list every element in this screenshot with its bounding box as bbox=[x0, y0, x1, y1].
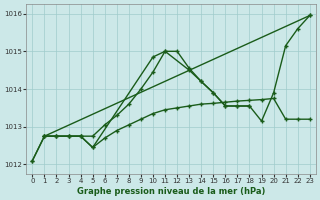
X-axis label: Graphe pression niveau de la mer (hPa): Graphe pression niveau de la mer (hPa) bbox=[77, 187, 265, 196]
